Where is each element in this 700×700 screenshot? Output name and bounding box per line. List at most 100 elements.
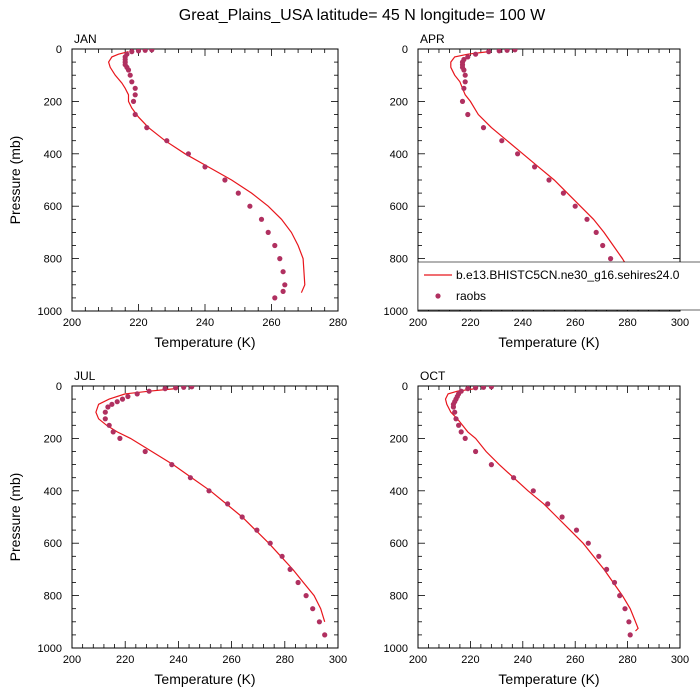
raobs-point	[142, 448, 148, 455]
raobs-point	[272, 242, 278, 249]
raobs-point	[235, 190, 241, 196]
raobs-point	[488, 462, 494, 468]
raobs-point	[280, 269, 286, 275]
raobs-point	[322, 632, 328, 638]
x-axis-label: Temperature (K)	[498, 334, 599, 350]
y-tick-label: 0	[56, 381, 62, 393]
raobs-point	[480, 125, 487, 131]
panel-jan: 200 220 240 260 280 0 200 400 600 800 1000 JAN Tempe…	[7, 32, 347, 350]
raobs-point	[461, 85, 467, 91]
raobs-point	[465, 386, 471, 392]
legend-marker-label: raobs	[456, 289, 486, 303]
raobs-point	[458, 429, 464, 435]
y-tick-label: 600	[44, 538, 62, 550]
x-axis-label: Temperature (K)	[154, 334, 255, 350]
y-tick-label: 400	[44, 149, 62, 161]
raobs-point	[450, 404, 456, 410]
raobs-point	[608, 256, 614, 262]
panel-title: OCT	[420, 369, 446, 383]
raobs-point	[480, 386, 487, 390]
x-tick-label: 220	[116, 654, 134, 666]
raobs-point	[627, 632, 633, 638]
raobs-point	[127, 72, 133, 78]
plot-area	[95, 386, 328, 638]
raobs-point	[453, 416, 459, 422]
y-tick-label: 600	[44, 201, 62, 213]
raobs-point	[282, 282, 288, 288]
x-tick-label: 300	[329, 654, 347, 666]
y-tick-label: 200	[44, 96, 62, 108]
raobs-point	[202, 164, 208, 170]
x-tick-label: 280	[618, 317, 636, 329]
raobs-point	[310, 606, 316, 612]
plot-area	[450, 49, 635, 301]
figure-title: Great_Plains_USA latitude= 45 N longitud…	[179, 7, 546, 24]
raobs-point	[173, 386, 179, 391]
x-tick-label: 260	[262, 317, 280, 329]
x-tick-label: 300	[671, 317, 689, 329]
raobs-point	[102, 416, 108, 422]
plot-area	[444, 386, 639, 638]
raobs-point	[132, 85, 138, 91]
x-tick-label: 200	[409, 317, 427, 329]
legend: b.e13.BHISTC5CN.ne30_g16.sehires24.0 rao…	[417, 261, 700, 311]
x-tick-label: 240	[169, 654, 187, 666]
y-tick-label: 400	[44, 486, 62, 498]
raobs-point	[102, 409, 108, 415]
raobs-point	[295, 579, 301, 586]
model-series-line	[444, 388, 639, 632]
raobs-point	[600, 242, 606, 249]
panel-jul: 200 220 240 260 280 300 0 200 400 600 800 1000 JUL Te…	[7, 369, 347, 687]
x-tick-label: 200	[409, 654, 427, 666]
x-axis-label: Temperature (K)	[154, 671, 255, 687]
raobs-point	[532, 164, 538, 170]
raobs-point	[488, 386, 494, 390]
raobs-point	[142, 49, 148, 53]
x-tick-label: 240	[514, 654, 532, 666]
raobs-point	[546, 177, 552, 183]
raobs-point	[189, 386, 195, 390]
raobs-point	[149, 49, 155, 53]
x-tick-label: 240	[514, 317, 532, 329]
raobs-point	[125, 393, 131, 400]
raobs-point	[473, 448, 479, 455]
raobs-point	[132, 92, 138, 98]
raobs-point	[134, 391, 140, 397]
raobs-point	[129, 49, 135, 55]
x-tick-label: 220	[129, 317, 147, 329]
legend-line-label: b.e13.BHISTC5CN.ne30_g16.sehires24.0	[456, 268, 680, 282]
y-tick-label: 0	[56, 44, 62, 56]
x-tick-label: 200	[63, 654, 81, 666]
y-tick-label: 1000	[38, 643, 62, 655]
x-tick-label: 260	[566, 317, 584, 329]
raobs-point	[287, 566, 293, 573]
y-tick-label: 400	[390, 486, 408, 498]
raobs-point	[456, 422, 462, 428]
raobs-point	[512, 49, 518, 53]
raobs-point	[530, 488, 536, 494]
panel-title: APR	[420, 32, 445, 46]
y-tick-label: 0	[402, 381, 408, 393]
raobs-point	[162, 386, 168, 392]
x-tick-label: 220	[461, 654, 479, 666]
raobs-point	[146, 388, 152, 394]
raobs-point	[626, 619, 632, 625]
raobs-point	[132, 111, 138, 118]
plot-area	[107, 49, 306, 301]
raobs-point	[277, 256, 283, 262]
raobs-point	[499, 138, 505, 144]
raobs-point	[254, 527, 260, 533]
model-series-line	[107, 51, 306, 293]
plot-frame	[71, 385, 339, 649]
legend-box	[417, 261, 700, 311]
model-series-line	[450, 51, 635, 285]
raobs-point	[144, 125, 150, 131]
x-axis-label: Temperature (K)	[498, 671, 599, 687]
raobs-point	[239, 514, 245, 520]
raobs-point	[105, 404, 111, 410]
x-tick-label: 300	[671, 654, 689, 666]
raobs-point	[280, 288, 286, 294]
y-tick-label: 800	[390, 254, 408, 266]
raobs-point	[617, 593, 623, 599]
